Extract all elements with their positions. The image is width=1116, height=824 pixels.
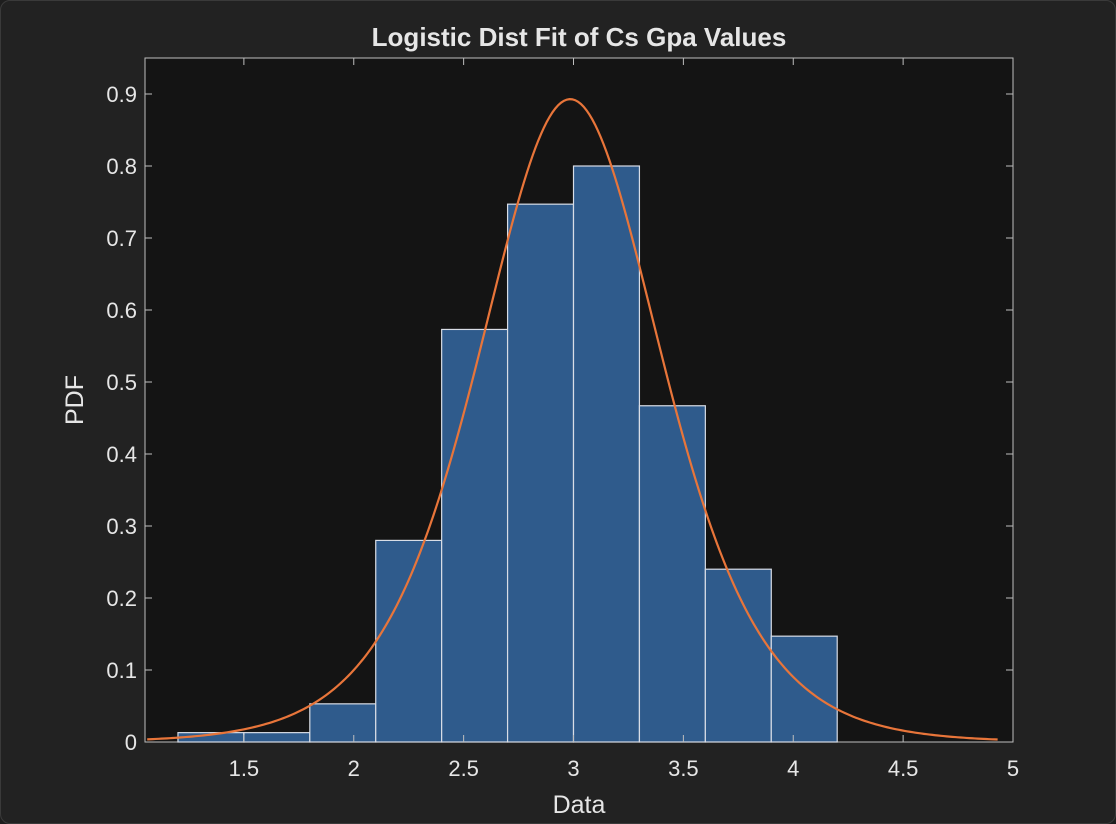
x-tick-label: 2	[348, 756, 360, 781]
histogram-bar	[704, 568, 772, 743]
y-tick-label: 0	[125, 730, 137, 755]
histogram-bar	[770, 635, 838, 743]
histogram-bar	[375, 539, 443, 743]
histogram-bar	[309, 703, 377, 743]
histogram-bar	[506, 203, 575, 743]
chart-title: Logistic Dist Fit of Cs Gpa Values	[372, 22, 787, 52]
y-tick-label: 0.4	[106, 442, 137, 467]
histogram-bar	[572, 165, 641, 743]
histogram-bar	[441, 328, 509, 743]
logistic-fit-curve	[147, 98, 998, 741]
y-tick-label: 0.9	[106, 82, 137, 107]
histogram-bar	[243, 732, 311, 743]
y-tick-label: 0.7	[106, 226, 137, 251]
y-axis-label: PDF	[61, 375, 89, 425]
y-tick-label: 0.2	[106, 586, 137, 611]
y-tick-label: 0.6	[106, 298, 137, 323]
y-tick-label: 0.8	[106, 154, 137, 179]
y-tick-label: 0.5	[106, 370, 137, 395]
histogram-bars	[177, 165, 838, 743]
x-tick-label: 2.5	[448, 756, 479, 781]
x-tick-label: 4	[787, 756, 799, 781]
y-axis: 0 0.1 0.2 0.3 0.4 0.5 0.6 0.7 0.8 0.9	[106, 82, 1013, 755]
x-tick-label: 1.5	[229, 756, 260, 781]
y-tick-label: 0.1	[106, 658, 137, 683]
x-tick-label: 3	[567, 756, 579, 781]
x-axis-label: Data	[553, 791, 606, 819]
x-tick-label: 4.5	[888, 756, 919, 781]
histogram-bar	[638, 405, 706, 743]
x-axis: 1.5 2 2.5 3 3.5 4 4.5 5	[229, 58, 1019, 781]
y-tick-label: 0.3	[106, 514, 137, 539]
x-tick-label: 5	[1007, 756, 1019, 781]
x-tick-label: 3.5	[668, 756, 699, 781]
